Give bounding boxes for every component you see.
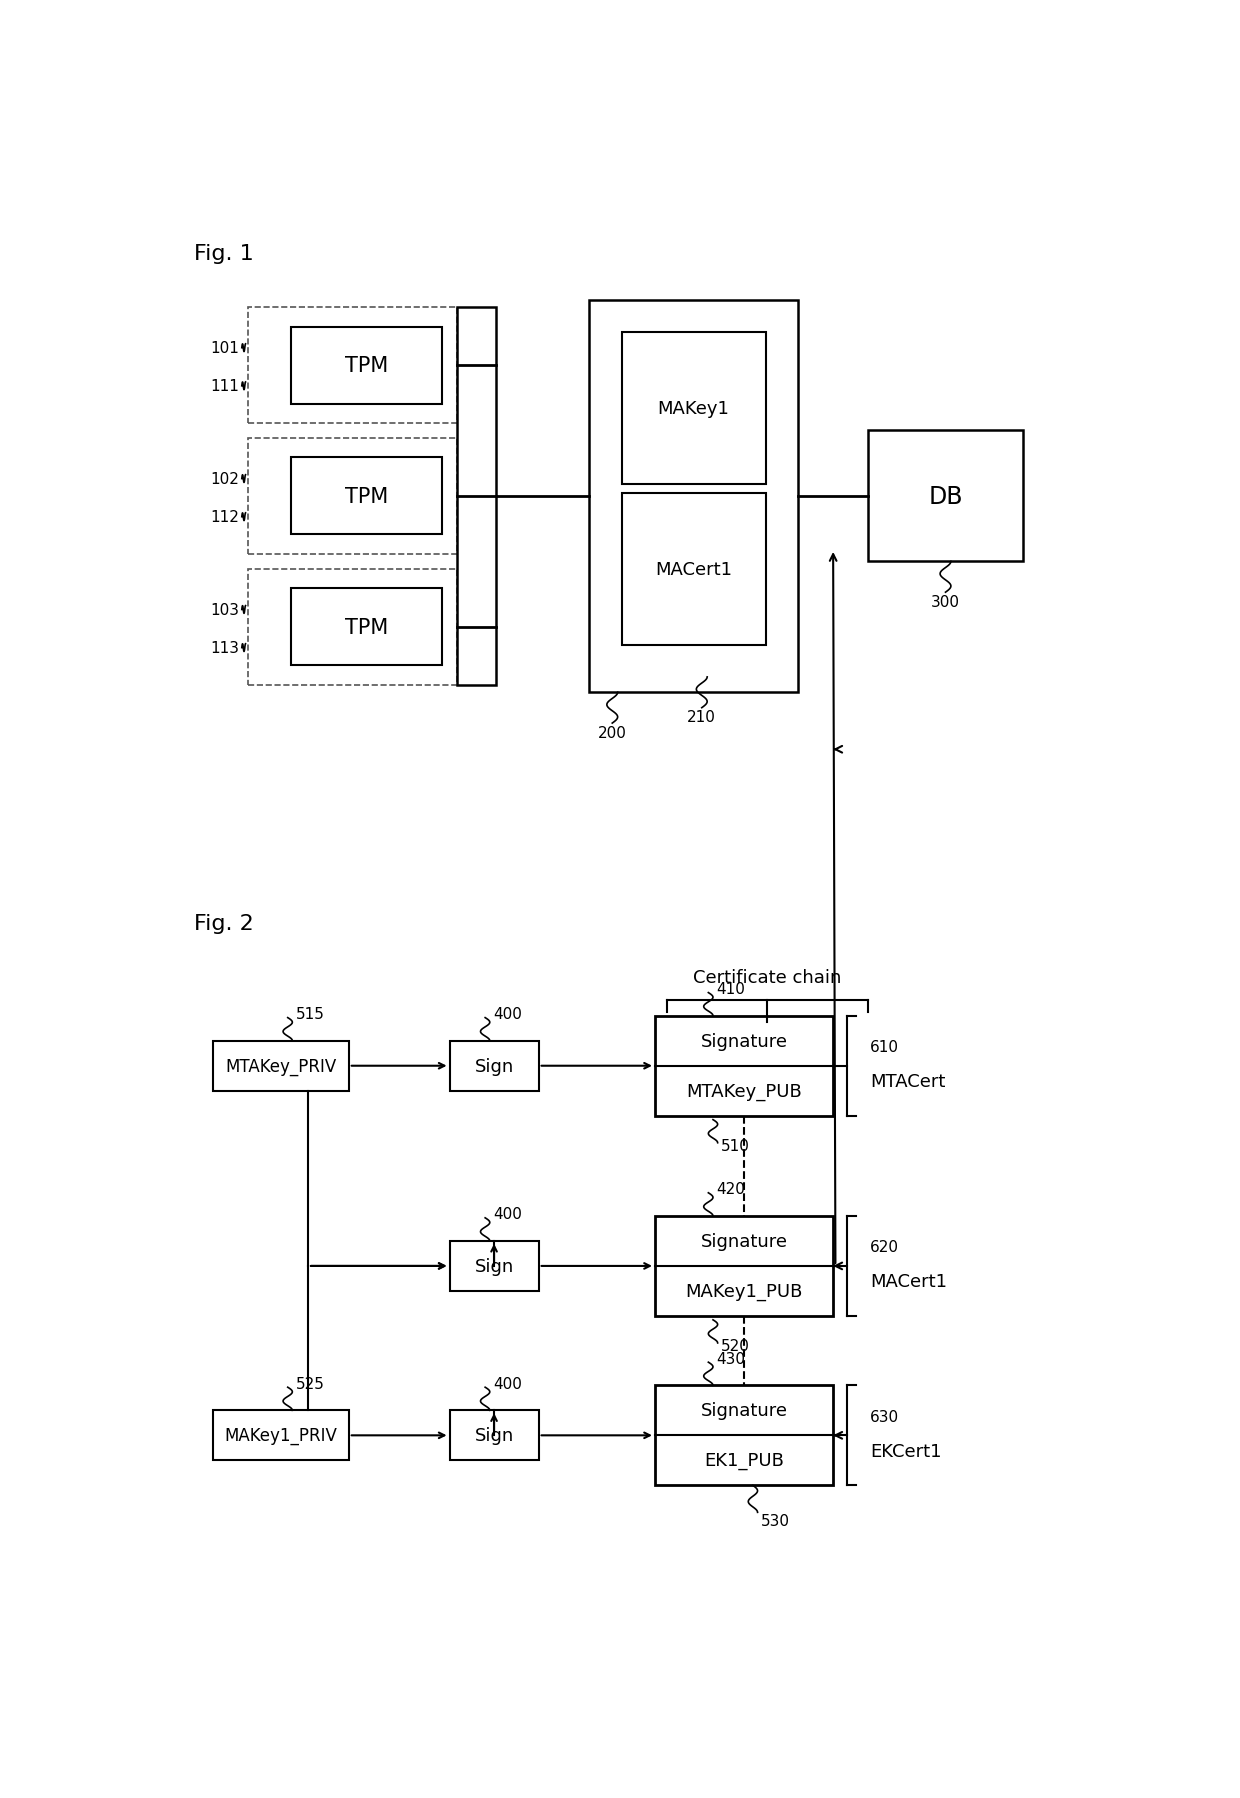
Bar — [290, 327, 441, 405]
Text: EK1_PUB: EK1_PUB — [704, 1451, 784, 1469]
Text: 113: 113 — [211, 640, 239, 656]
Bar — [655, 1016, 833, 1117]
Text: Fig. 2: Fig. 2 — [193, 913, 253, 933]
Text: MTAKey_PRIV: MTAKey_PRIV — [226, 1057, 336, 1075]
Bar — [449, 1410, 538, 1460]
Text: MAKey1: MAKey1 — [657, 399, 729, 417]
Bar — [248, 570, 458, 685]
Text: 420: 420 — [717, 1181, 745, 1197]
Text: 111: 111 — [211, 379, 239, 394]
Text: Sign: Sign — [475, 1057, 513, 1075]
Text: Signature: Signature — [701, 1232, 787, 1250]
Bar — [248, 439, 458, 554]
Bar — [621, 333, 765, 484]
Text: 510: 510 — [720, 1138, 750, 1153]
Bar — [449, 1041, 538, 1091]
Bar — [449, 1241, 538, 1291]
Text: DB: DB — [929, 485, 962, 509]
Text: 102: 102 — [211, 471, 239, 487]
Bar — [655, 1386, 833, 1485]
Text: 620: 620 — [870, 1239, 899, 1255]
Text: Certificate chain: Certificate chain — [693, 969, 842, 987]
Text: Sign: Sign — [475, 1426, 513, 1444]
Text: 103: 103 — [211, 602, 239, 619]
Text: MAKey1_PUB: MAKey1_PUB — [686, 1282, 802, 1300]
Text: 300: 300 — [931, 595, 960, 610]
Text: 410: 410 — [717, 982, 745, 996]
Text: 400: 400 — [494, 1007, 522, 1021]
Text: 515: 515 — [295, 1007, 325, 1021]
Text: Fig. 1: Fig. 1 — [193, 245, 253, 264]
Text: 101: 101 — [211, 342, 239, 356]
Text: EKCert1: EKCert1 — [870, 1442, 942, 1460]
Text: MACert1: MACert1 — [655, 561, 732, 579]
Bar — [290, 458, 441, 536]
Text: Signature: Signature — [701, 1032, 787, 1050]
Bar — [213, 1410, 348, 1460]
Bar — [213, 1041, 348, 1091]
Text: 430: 430 — [717, 1350, 745, 1366]
Text: MACert1: MACert1 — [870, 1273, 947, 1291]
Text: 520: 520 — [720, 1338, 750, 1352]
Bar — [613, 324, 775, 654]
Text: 210: 210 — [687, 710, 717, 725]
Text: MAKey1_PRIV: MAKey1_PRIV — [224, 1426, 337, 1444]
Text: 630: 630 — [870, 1410, 899, 1424]
Bar — [589, 300, 799, 692]
Text: Sign: Sign — [475, 1257, 513, 1275]
Bar — [458, 307, 496, 685]
Text: TPM: TPM — [345, 356, 388, 376]
Text: 610: 610 — [870, 1039, 899, 1054]
Text: Signature: Signature — [701, 1401, 787, 1419]
Bar — [248, 307, 458, 424]
Text: MTAKey_PUB: MTAKey_PUB — [686, 1082, 802, 1100]
Bar — [655, 1215, 833, 1316]
Text: 112: 112 — [211, 511, 239, 525]
Text: 400: 400 — [494, 1375, 522, 1392]
Text: 530: 530 — [760, 1512, 790, 1528]
Text: MTACert: MTACert — [870, 1073, 946, 1091]
Text: 525: 525 — [295, 1375, 325, 1392]
Bar — [868, 432, 1023, 563]
Text: 200: 200 — [598, 725, 626, 741]
Text: TPM: TPM — [345, 487, 388, 507]
Bar — [621, 494, 765, 645]
Text: 400: 400 — [494, 1206, 522, 1223]
Bar — [290, 590, 441, 665]
Text: TPM: TPM — [345, 617, 388, 638]
